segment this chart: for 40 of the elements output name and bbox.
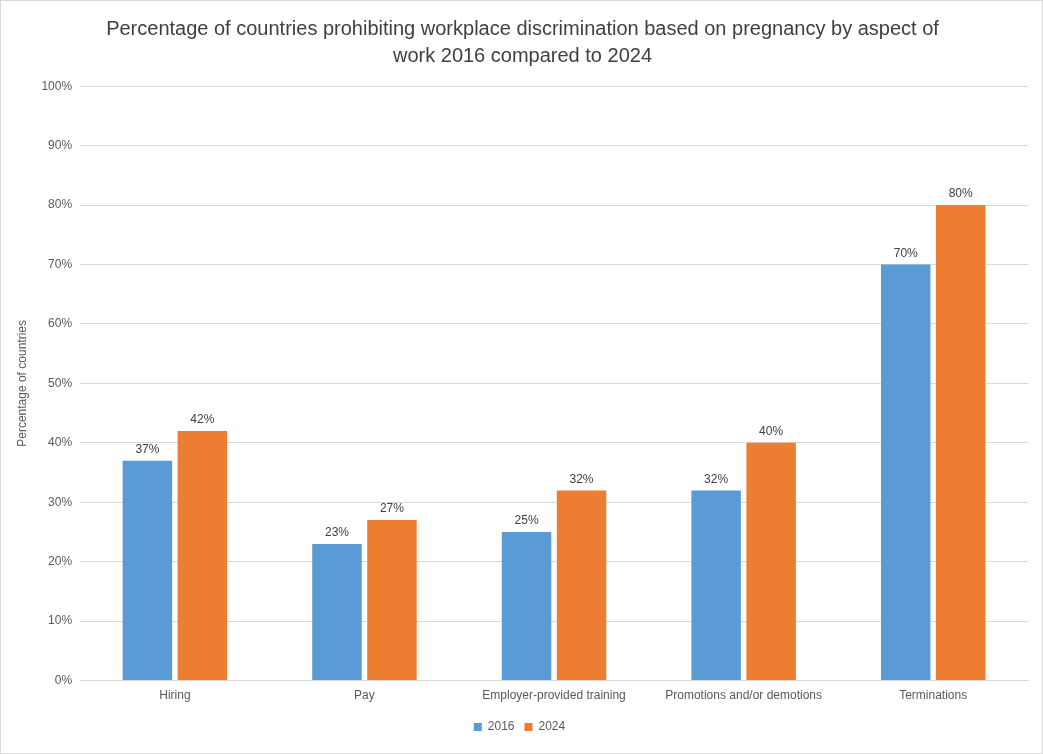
x-tick-label: Pay xyxy=(354,688,375,703)
bar xyxy=(746,442,796,681)
y-tick-label: 10% xyxy=(48,613,73,628)
bar xyxy=(177,430,228,681)
data-label: 32% xyxy=(704,471,729,486)
y-tick-label: 70% xyxy=(48,256,73,271)
x-tick-label: Terminations xyxy=(899,688,968,703)
y-tick-label: 50% xyxy=(48,375,73,390)
bar xyxy=(122,460,173,681)
bar xyxy=(935,205,986,681)
y-tick-label: 30% xyxy=(48,494,73,509)
data-label: 40% xyxy=(759,424,784,439)
y-tick-label: 80% xyxy=(48,197,73,212)
bar xyxy=(312,543,362,681)
bar xyxy=(367,520,417,681)
legend-label: 2024 xyxy=(538,719,566,734)
data-label: 32% xyxy=(569,471,594,486)
data-label: 70% xyxy=(893,245,919,260)
bar xyxy=(880,264,931,681)
y-tick-label: 40% xyxy=(48,435,73,450)
y-axis-title: Percentage of countries xyxy=(14,320,29,447)
y-tick-label: 90% xyxy=(48,137,73,152)
y-tick-label: 100% xyxy=(41,78,73,93)
y-tick-label: 20% xyxy=(48,554,73,569)
y-tick-label: 0% xyxy=(54,672,73,687)
data-label: 80% xyxy=(948,186,974,201)
y-tick-label: 60% xyxy=(48,316,73,331)
bar xyxy=(691,490,741,681)
x-tick-label: Hiring xyxy=(159,688,191,703)
bar xyxy=(501,532,552,681)
data-label: 27% xyxy=(379,501,405,516)
data-label: 37% xyxy=(135,441,160,456)
data-label: 25% xyxy=(514,513,539,528)
data-label: 42% xyxy=(190,412,215,427)
bar xyxy=(556,490,607,681)
x-tick-label: Promotions and/or demotions xyxy=(665,688,822,703)
x-tick-label: Employer-provided training xyxy=(482,688,626,703)
legend-label: 2016 xyxy=(487,719,515,734)
data-label: 23% xyxy=(324,525,350,540)
chart-title: Percentage of countries prohibiting workplace discrimination based on pregnancy by aspect of work 2016 compared to 2024 xyxy=(105,16,940,68)
